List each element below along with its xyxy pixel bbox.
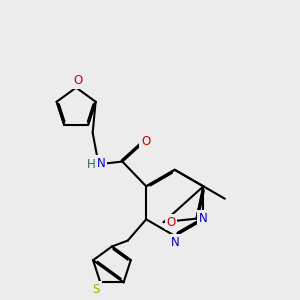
Text: O: O	[73, 74, 83, 88]
Text: H: H	[87, 158, 96, 171]
Text: O: O	[141, 135, 150, 148]
Text: O: O	[166, 216, 176, 229]
Text: N: N	[199, 212, 208, 225]
Text: N: N	[170, 236, 179, 249]
Text: S: S	[93, 283, 100, 296]
Text: N: N	[97, 157, 106, 170]
